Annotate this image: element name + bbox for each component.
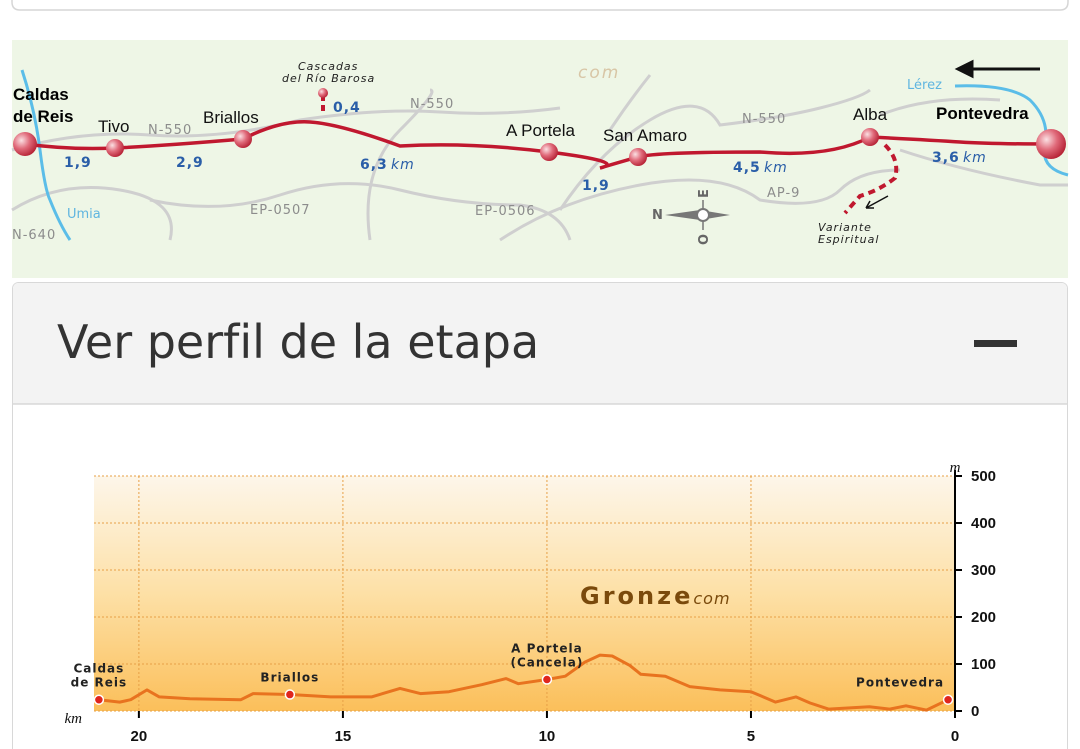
elevation-line [98, 653, 949, 712]
segment-distance: 1,9 [582, 178, 610, 194]
distance-unit: km [391, 157, 415, 173]
section-header[interactable] [13, 283, 1067, 404]
road-label: N-550 [742, 112, 786, 127]
y-tick-label: 100 [971, 656, 996, 673]
y-tick-label: 200 [971, 609, 996, 626]
annotation-label: de Reis [71, 676, 128, 690]
detour-label: del Río Barosa [282, 72, 375, 85]
annotation-marker [541, 674, 553, 685]
elevation-chart: 0 100 200 300 400 500 20 15 10 5 0 m km Gronzecom Cald… [65, 460, 997, 745]
x-tick-label: 10 [539, 728, 556, 745]
place-label: Tivo [98, 117, 130, 136]
detour-marker [318, 88, 328, 98]
road-label: N-550 [410, 97, 454, 112]
river-label: Lérez [907, 78, 942, 93]
collapse-button[interactable] [974, 340, 1017, 347]
distance-unit: km [764, 160, 788, 176]
segment-distance: 4,5 [733, 160, 761, 176]
road-label: N-550 [148, 123, 192, 138]
x-tick-label: 20 [131, 728, 148, 745]
segment-distance: 3,6 [932, 150, 960, 166]
x-axis-label: km [65, 711, 83, 727]
segment-distance: 6,3 [360, 157, 388, 173]
map-background [12, 40, 1068, 278]
annotation-marker [284, 689, 296, 700]
place-label: Alba [853, 105, 888, 124]
compass: N E O [652, 188, 730, 245]
x-tick-label: 5 [747, 728, 755, 745]
annotation-label: (Cancela) [510, 656, 583, 670]
variant-label: Espiritual [818, 233, 879, 246]
detour-label: Cascadas [298, 60, 358, 73]
map-watermark: com [578, 63, 620, 83]
place-label: Briallos [203, 108, 259, 127]
direction-arrow [954, 59, 1040, 79]
y-axis-label: m [950, 460, 961, 476]
y-tick-label: 0 [971, 703, 979, 720]
x-tick-label: 0 [951, 728, 959, 745]
road-label: EP-0506 [475, 204, 536, 219]
annotation-label: A Portela [511, 642, 583, 656]
segment-distance: 2,9 [176, 155, 204, 171]
place-label: A Portela [506, 121, 576, 140]
compass-label: O [697, 233, 712, 245]
route-map: N E O Caldas de Reis Tivo Briallos A Por… [11, 40, 1069, 278]
top-card [11, 0, 1069, 11]
variant-route [843, 143, 899, 215]
watermark-text: Gronze [580, 582, 693, 610]
road-label: AP-9 [767, 186, 800, 201]
place-label: San Amaro [603, 126, 687, 145]
watermark-text: com [693, 589, 730, 608]
x-tick-label: 15 [335, 728, 352, 745]
place-label: Caldas [13, 85, 69, 104]
compass-label: N [652, 208, 664, 223]
road-label: N-640 [12, 228, 56, 243]
segment-distance: 1,9 [64, 155, 92, 171]
y-tick-label: 500 [971, 468, 996, 485]
plot-background [94, 476, 955, 711]
variant-arrow [865, 195, 889, 209]
annotation-label: Pontevedra [856, 676, 944, 690]
variant-label: Variante [818, 221, 872, 234]
river-label: Umia [67, 207, 101, 222]
section-title[interactable]: Ver perfil de la etapa [57, 315, 539, 369]
place-label: Pontevedra [936, 104, 1029, 123]
detour-distance: 0,4 [333, 100, 361, 116]
y-tick-label: 400 [971, 515, 996, 532]
annotation-marker [93, 694, 105, 705]
annotation-label: Caldas [73, 662, 124, 676]
annotation-marker [942, 694, 954, 705]
chart-watermark: Gronzecom [580, 582, 731, 610]
rivers [20, 69, 1069, 241]
compass-label: E [697, 188, 712, 198]
y-tick-label: 300 [971, 562, 996, 579]
roads [11, 74, 1068, 242]
road-label: EP-0507 [250, 203, 311, 218]
place-label: de Reis [13, 107, 73, 126]
annotation-label: Briallos [260, 671, 319, 685]
distance-unit: km [963, 150, 987, 166]
place-markers [13, 128, 1066, 166]
